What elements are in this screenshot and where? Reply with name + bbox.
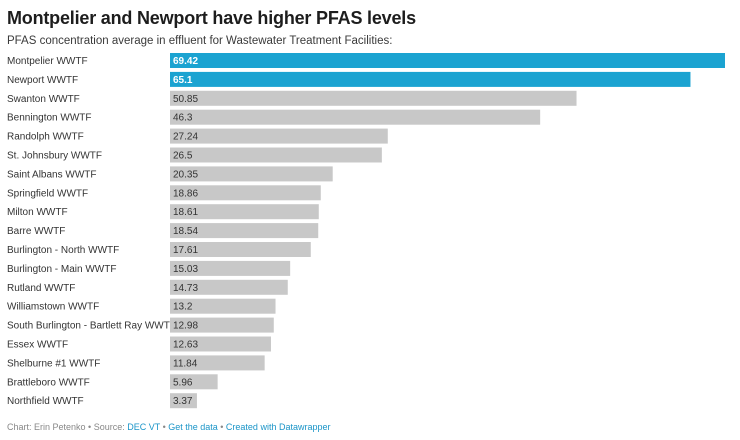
bar xyxy=(170,166,333,182)
category-label: Rutland WWTF xyxy=(7,283,75,294)
bar-row: Swanton WWTF 50.85 xyxy=(7,90,577,106)
bar xyxy=(170,53,725,68)
chart-title: Montpelier and Newport have higher PFAS … xyxy=(7,8,416,28)
bar-row: Saint Albans WWTF 20.35 xyxy=(7,166,333,182)
bar-row: Rutland WWTF 14.73 xyxy=(7,279,288,295)
bar xyxy=(170,71,691,87)
category-label: Shelburne #1 WWTF xyxy=(7,358,100,369)
bar xyxy=(170,260,291,276)
category-label: Williamstown WWTF xyxy=(7,302,99,313)
bar-row: Essex WWTF 12.63 xyxy=(7,336,271,352)
value-label: 20.35 xyxy=(173,169,198,180)
category-label: Montpelier WWTF xyxy=(7,56,88,67)
source-link[interactable]: DEC VT xyxy=(127,422,161,432)
get-data-link[interactable]: Get the data xyxy=(168,422,218,432)
bar-row: Montpelier WWTF 69.42 xyxy=(7,53,725,68)
category-label: Springfield WWTF xyxy=(7,188,88,199)
bar xyxy=(170,374,218,390)
bar xyxy=(170,128,388,144)
bar-row: Barre WWTF 18.54 xyxy=(7,223,319,239)
bar xyxy=(170,147,382,163)
category-label: St. Johnsbury WWTF xyxy=(7,151,102,162)
datawrapper-link[interactable]: Created with Datawrapper xyxy=(225,422,331,432)
category-label: Swanton WWTF xyxy=(7,94,80,105)
value-label: 13.2 xyxy=(173,302,193,313)
value-label: 14.73 xyxy=(173,283,198,294)
bar-row: Williamstown WWTF 13.2 xyxy=(7,298,276,314)
bar xyxy=(170,185,321,201)
bar xyxy=(170,109,541,125)
bar xyxy=(170,279,288,295)
chart-subtitle: PFAS concentration average in effluent f… xyxy=(7,35,393,47)
value-label: 18.54 xyxy=(173,226,198,237)
bar-chart: Montpelier WWTF 69.42 Newport WWTF 65.1 Swan… xyxy=(7,53,725,409)
value-label: 11.84 xyxy=(173,358,198,369)
bar xyxy=(170,223,319,239)
category-label: Saint Albans WWTF xyxy=(7,169,96,180)
category-label: Randolph WWTF xyxy=(7,132,84,143)
bar-row: Brattleboro WWTF 5.96 xyxy=(7,374,218,390)
value-label: 26.5 xyxy=(173,151,193,162)
bar xyxy=(170,242,311,257)
category-label: Milton WWTF xyxy=(7,207,68,218)
value-label: 5.96 xyxy=(173,377,193,388)
category-label: Essex WWTF xyxy=(7,340,68,351)
bar-row: Milton WWTF 18.61 xyxy=(7,204,319,220)
value-label: 46.3 xyxy=(173,113,193,124)
value-label: 3.37 xyxy=(173,396,193,407)
bar xyxy=(170,393,197,409)
category-label: Burlington - North WWTF xyxy=(7,245,119,256)
bar-row: Burlington - North WWTF 17.61 xyxy=(7,242,311,257)
bar-row: Randolph WWTF 27.24 xyxy=(7,128,388,144)
value-label: 17.61 xyxy=(173,245,198,256)
category-label: Newport WWTF xyxy=(7,75,78,86)
bar-row: South Burlington - Bartlett Ray WWTF12.9… xyxy=(7,317,274,333)
bar-row: Shelburne #1 WWTF 11.84 xyxy=(7,355,265,371)
value-label: 65.1 xyxy=(173,75,193,86)
bar-row: Bennington WWTF 46.3 xyxy=(7,109,541,125)
category-label: Northfield WWTF xyxy=(7,396,84,407)
chart-footer: Chart: Erin Petenko • Source: DEC VT • G… xyxy=(7,422,330,432)
bar xyxy=(170,90,577,106)
category-label: Brattleboro WWTF xyxy=(7,377,90,388)
value-label: 27.24 xyxy=(173,132,198,143)
bar xyxy=(170,204,319,220)
bar-row: Newport WWTF 65.1 xyxy=(7,71,691,87)
value-label: 12.98 xyxy=(173,321,198,332)
category-label: South Burlington - Bartlett Ray WWTF xyxy=(7,321,176,332)
bar-row: Springfield WWTF 18.86 xyxy=(7,185,321,201)
value-label: 18.61 xyxy=(173,207,198,218)
bar xyxy=(170,336,271,352)
value-label: 15.03 xyxy=(173,264,198,275)
bar xyxy=(170,355,265,371)
bar xyxy=(170,317,274,333)
category-label: Burlington - Main WWTF xyxy=(7,264,116,275)
value-label: 69.42 xyxy=(173,56,198,67)
category-label: Barre WWTF xyxy=(7,226,65,237)
bar-row: Burlington - Main WWTF 15.03 xyxy=(7,260,291,276)
bar-row: Northfield WWTF 3.37 xyxy=(7,393,197,409)
value-label: 18.86 xyxy=(173,188,198,199)
bar xyxy=(170,298,276,314)
bar-row: St. Johnsbury WWTF 26.5 xyxy=(7,147,382,163)
value-label: 12.63 xyxy=(173,340,198,351)
footer-credit: Chart: Erin Petenko • Source: xyxy=(7,422,128,432)
value-label: 50.85 xyxy=(173,94,198,105)
footer-separator: • xyxy=(160,422,169,432)
category-label: Bennington WWTF xyxy=(7,113,91,124)
footer-separator: • xyxy=(217,422,226,432)
